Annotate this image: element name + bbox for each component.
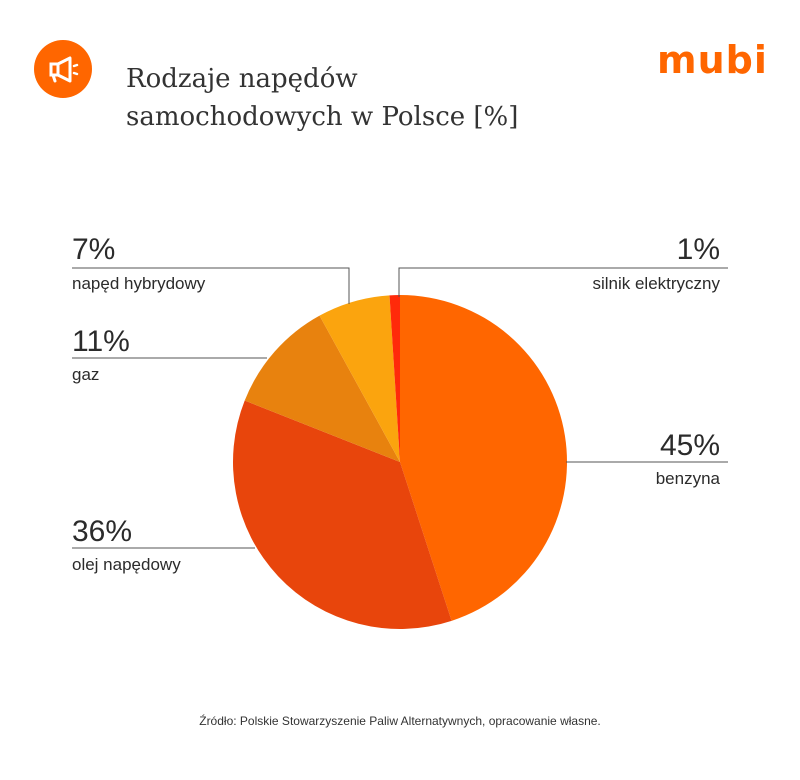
slice-value-label: 1% (677, 233, 720, 266)
slice-category-label: benzyna (656, 469, 721, 488)
slice-category-label: gaz (72, 365, 99, 384)
leader-line (72, 267, 350, 304)
slice-label-group: 11% gaz (72, 325, 267, 384)
source-note: Źródło: Polskie Stowarzyszenie Paliw Alt… (199, 714, 601, 728)
pie-slice-olej-napędowy (232, 400, 452, 629)
megaphone-icon (34, 40, 92, 98)
pie-slice-gaz (244, 315, 400, 462)
page-title: Rodzaje napędów samochodowych w Polsce [… (126, 60, 626, 136)
slice-label-group: 1% silnik elektryczny (398, 233, 728, 297)
pie-slice-napęd-hybrydowy (319, 295, 400, 462)
slice-label-group: 7% napęd hybrydowy (72, 233, 350, 304)
slice-value-label: 7% (72, 233, 115, 266)
title-line-2: samochodowych w Polsce [%] (126, 102, 519, 132)
pie-chart: 45% benzyna 36% olej napędowy 11% gaz 7% napęd … (72, 233, 728, 629)
slice-value-label: 11% (72, 325, 130, 358)
brand-logo: mubi (657, 38, 768, 82)
pie-slice-silnik-elektryczny (389, 295, 400, 462)
slice-category-label: olej napędowy (72, 555, 181, 574)
slice-category-label: napęd hybrydowy (72, 274, 206, 293)
title-line-1: Rodzaje napędów (126, 64, 358, 94)
slice-label-group: 36% olej napędowy (72, 515, 255, 574)
slice-value-label: 36% (72, 515, 132, 548)
leader-line (398, 267, 728, 297)
slice-category-label: silnik elektryczny (592, 274, 720, 293)
slice-value-label: 45% (660, 429, 720, 462)
pie-slice-benzyna (400, 295, 567, 621)
slice-label-group: 45% benzyna (566, 429, 728, 488)
